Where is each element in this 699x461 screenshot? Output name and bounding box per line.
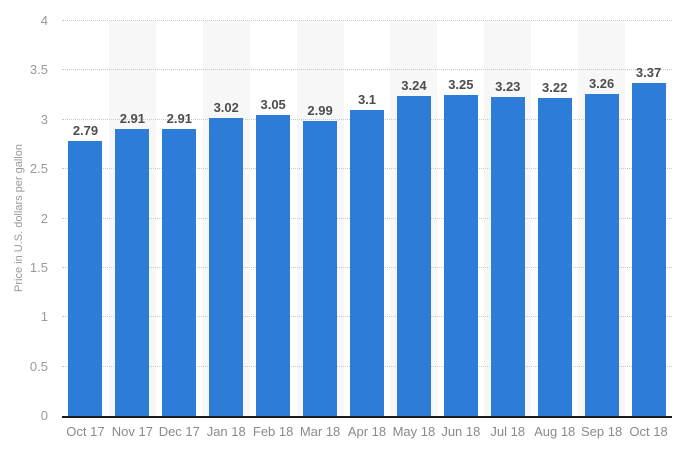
bar-value-label: 3.1 [357, 91, 377, 107]
bar-value-label: 3.26 [588, 76, 615, 92]
y-tick-label: 4 [40, 13, 48, 28]
x-tick-label: Jul 18 [490, 424, 526, 439]
bar [256, 114, 291, 416]
y-tick-label: 3 [40, 111, 48, 127]
bar-value-label: 3.02 [213, 99, 239, 115]
y-tick-label: 2 [40, 210, 48, 226]
x-tick-label: Dec 17 [158, 424, 200, 439]
bar [350, 109, 384, 416]
bar-value-label: 2.99 [307, 102, 333, 118]
x-tick-label: Sep 18 [581, 424, 623, 439]
bar-value-label: 3.25 [448, 77, 474, 93]
x-tick-label: Jun 18 [441, 424, 481, 439]
y-tick-label: 3.5 [29, 62, 48, 78]
bar [537, 98, 572, 416]
x-tick-label: Oct 17 [66, 424, 105, 439]
x-tick-label: Oct 18 [629, 424, 668, 439]
gridline [62, 20, 672, 21]
bar [115, 128, 150, 416]
bar [584, 94, 619, 416]
bar-value-label: 3.22 [542, 80, 568, 96]
plot-area: 2.79 2.91 2.91 3.02 3.05 2.99 3.1 3.24 3.25 3.23 3… [62, 20, 672, 418]
x-tick-label: Feb 18 [252, 424, 294, 439]
bar-value-label: 3.37 [635, 65, 662, 81]
x-tick-label: Aug 18 [534, 424, 576, 439]
bar [490, 97, 525, 416]
bar-value-label: 2.91 [119, 110, 146, 126]
y-tick-label: 0.5 [29, 358, 48, 374]
y-tick-label: 2.5 [29, 161, 48, 177]
bar [68, 140, 103, 416]
bar [162, 128, 197, 416]
bar-value-label: 3.05 [260, 96, 286, 112]
bar [443, 95, 478, 416]
x-tick-label: May 18 [392, 424, 436, 439]
bar [209, 117, 244, 416]
x-tick-label: Mar 18 [299, 424, 341, 439]
y-tick-label: 1 [40, 309, 48, 325]
gridline [62, 69, 672, 71]
x-tick-label: Jan 18 [206, 424, 246, 439]
bar [303, 120, 338, 416]
bar [631, 83, 666, 416]
bar [396, 96, 431, 416]
x-tick-label: Nov 17 [111, 424, 153, 439]
x-tick-label: Apr 18 [347, 424, 387, 439]
bar-value-label: 3.23 [495, 79, 521, 95]
bar-value-label: 3.24 [401, 78, 427, 94]
y-tick-label: 0 [40, 408, 48, 423]
bar-value-label: 2.79 [72, 122, 99, 138]
bar-value-label: 2.91 [166, 110, 192, 126]
y-tick-label: 1.5 [29, 259, 48, 275]
